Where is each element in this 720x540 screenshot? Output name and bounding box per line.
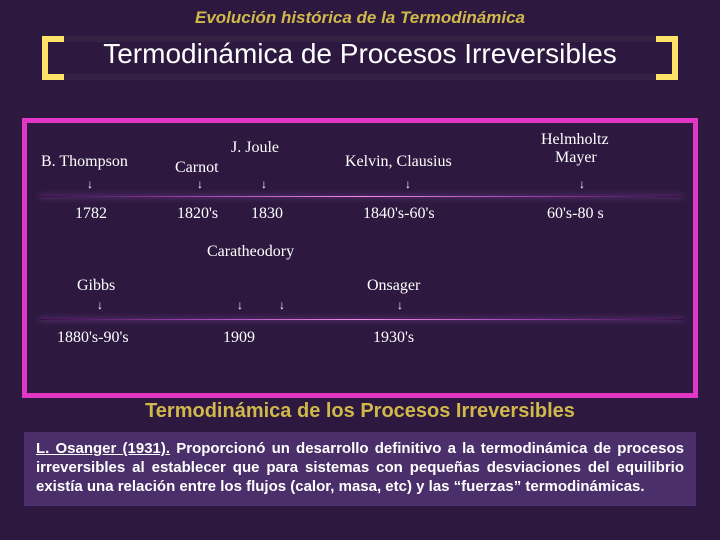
arrow-icon: ↓	[97, 299, 103, 311]
year-184060: 1840's-60's	[363, 205, 435, 223]
year-1782: 1782	[75, 205, 107, 223]
arrow-icon: ↓	[87, 178, 93, 190]
name-thompson: B. Thompson	[41, 153, 128, 171]
arrow-icon: ↓	[197, 178, 203, 190]
page-header: Evolución histórica de la Termodinámica	[0, 8, 720, 28]
name-onsager: Onsager	[367, 277, 420, 295]
paragraph-box: L. Osanger (1931). Proporcionó un desarr…	[24, 432, 696, 506]
name-caratheodory: Caratheodory	[207, 243, 294, 261]
timeline-bar-2	[39, 319, 683, 320]
name-kelvin: Kelvin, Clausius	[345, 153, 452, 171]
timeline-bar-1	[39, 196, 683, 197]
name-carnot: Carnot	[175, 159, 219, 177]
name-gibbs: Gibbs	[77, 277, 115, 295]
arrow-icon: ↓	[261, 178, 267, 190]
main-title: Termodinámica de Procesos Irreversibles	[0, 38, 720, 70]
arrow-icon: ↓	[397, 299, 403, 311]
arrow-icon: ↓	[405, 178, 411, 190]
name-mayer: Mayer	[555, 149, 597, 167]
arrow-icon: ↓	[279, 299, 285, 311]
year-1830: 1830	[251, 205, 283, 223]
year-6080: 60's-80 s	[547, 205, 604, 223]
paragraph-lead: L. Osanger (1931).	[36, 440, 170, 457]
timeline-box: B. Thompson Carnot J. Joule Kelvin, Clau…	[22, 118, 698, 398]
name-helmholtz: Helmholtz	[541, 131, 609, 149]
arrow-icon: ↓	[579, 178, 585, 190]
year-188090: 1880's-90's	[57, 329, 129, 347]
year-1930s: 1930's	[373, 329, 414, 347]
year-1820s: 1820's	[177, 205, 218, 223]
section2-title: Termodinámica de los Procesos Irreversib…	[0, 400, 720, 423]
name-joule: J. Joule	[231, 139, 279, 157]
year-1909: 1909	[223, 329, 255, 347]
arrow-icon: ↓	[237, 299, 243, 311]
